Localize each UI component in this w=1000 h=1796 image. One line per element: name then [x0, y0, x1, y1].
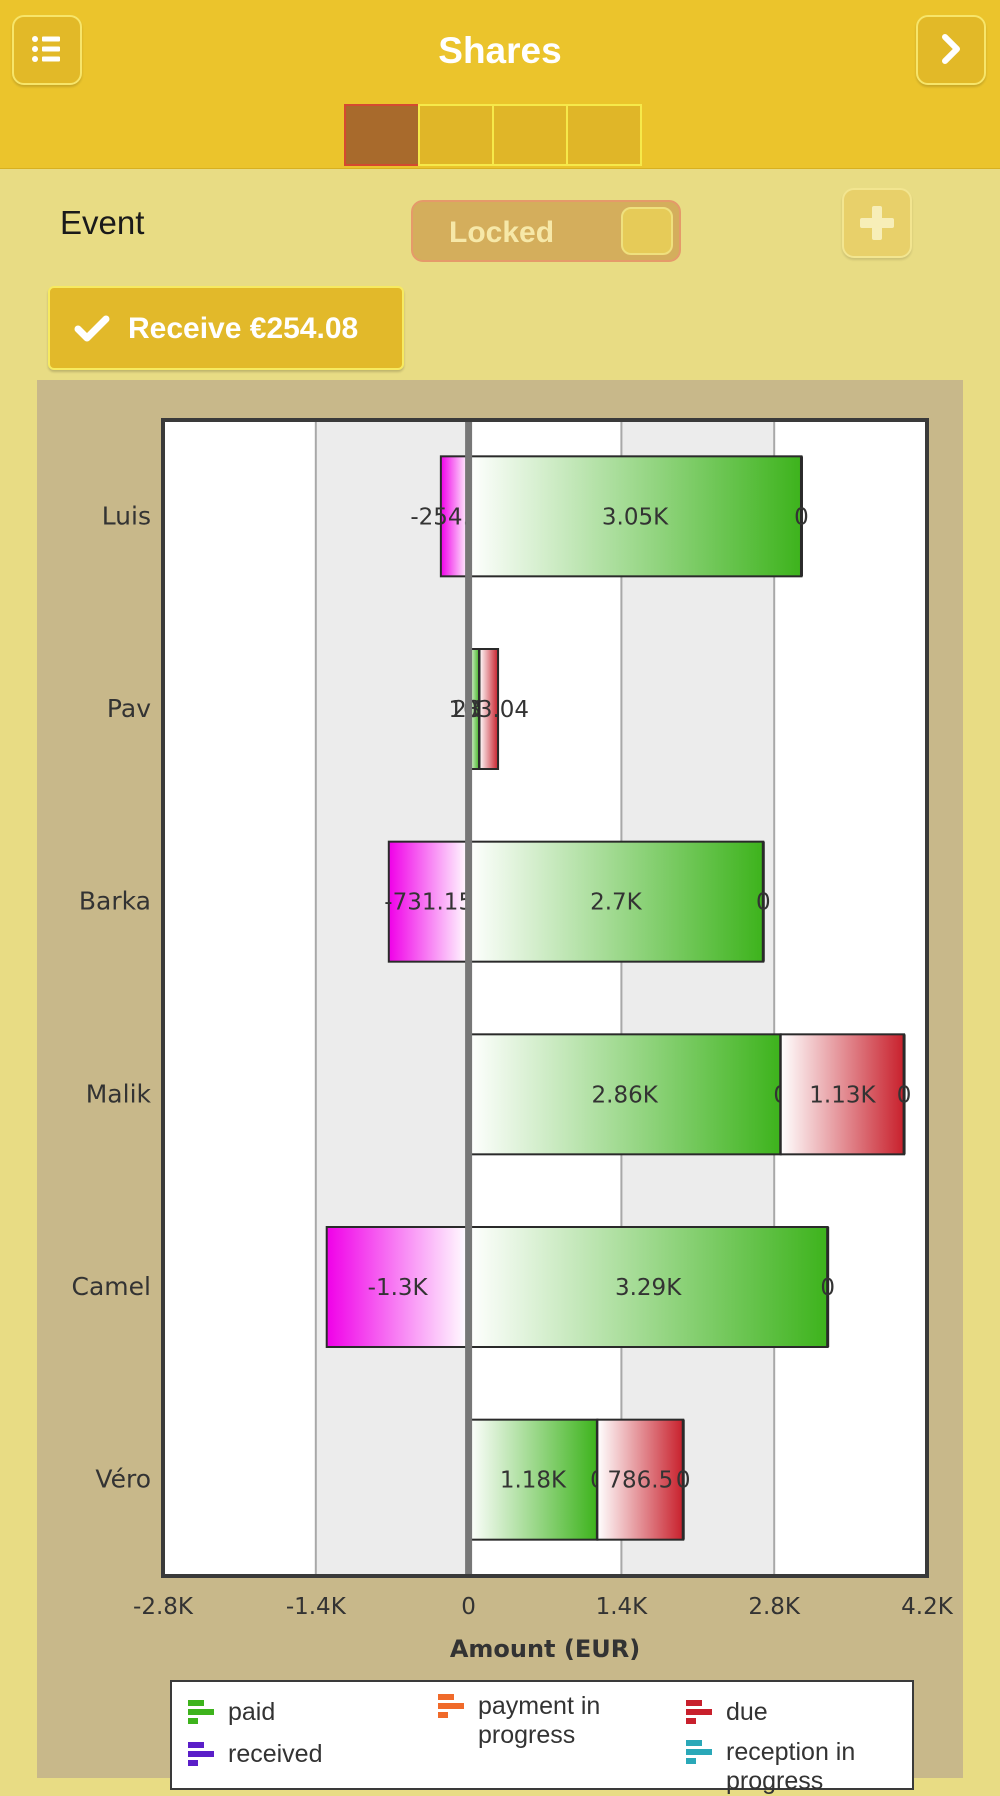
add-button[interactable]: [842, 188, 912, 258]
legend-label: due: [726, 1698, 768, 1726]
x-tick-label: 1.4K: [596, 1594, 649, 1620]
bar-due: [478, 648, 500, 770]
data-label: -731.15: [384, 890, 473, 916]
menu-button[interactable]: [12, 15, 82, 85]
bar-paid: [467, 1418, 599, 1541]
bar-balance: [439, 455, 470, 578]
x-tick-label: 4.2K: [901, 1594, 954, 1620]
data-label: 1.18K: [500, 1468, 567, 1494]
category-label: Véro: [95, 1465, 151, 1494]
page-indicator-segment-3[interactable]: [492, 104, 568, 166]
page-indicator-segment-1[interactable]: [344, 104, 420, 166]
bar-due: [779, 1033, 906, 1156]
data-label: 103.04: [449, 697, 529, 723]
data-label: 1.13K: [809, 1082, 876, 1108]
legend-label: paid: [228, 1698, 276, 1726]
category-label: Pav: [107, 694, 151, 723]
legend-label: received: [228, 1740, 323, 1768]
page-title: Shares: [438, 30, 562, 71]
chart-legend: paid received payment in progress due re…: [170, 1680, 914, 1795]
grid-band: [315, 420, 469, 1576]
x-axis-label: Amount (EUR): [450, 1635, 640, 1663]
page-indicator: [344, 104, 642, 166]
bar-paid: [467, 455, 803, 578]
app-header: Shares: [0, 0, 1000, 169]
bar-due: [596, 1418, 685, 1541]
data-label: 3.29K: [615, 1275, 682, 1301]
next-button[interactable]: [916, 15, 986, 85]
x-tick-label: -2.8K: [133, 1594, 194, 1620]
page-indicator-segment-4[interactable]: [566, 104, 642, 166]
legend-item-received: received: [188, 1740, 428, 1769]
data-label: 0: [897, 1082, 912, 1108]
plus-icon: [844, 206, 910, 260]
data-label: 0: [756, 890, 771, 916]
data-label: -1.3K: [368, 1275, 429, 1301]
page-indicator-segment-2[interactable]: [418, 104, 494, 166]
legend-label: reception in progress: [726, 1738, 856, 1795]
legend-item-reception-in-progress: reception in progress: [686, 1738, 896, 1796]
receive-button-label: Receive €254.08: [128, 312, 359, 345]
x-tick-label: 0: [461, 1594, 476, 1620]
category-label: Malik: [86, 1079, 152, 1108]
x-tick-label: -1.4K: [286, 1594, 347, 1620]
category-label: Barka: [79, 887, 151, 916]
data-label: 2.86K: [592, 1082, 659, 1108]
legend-label: payment in progress: [478, 1692, 601, 1749]
lock-toggle-knob[interactable]: [621, 207, 673, 255]
legend-item-payment-in-progress: payment in progress: [438, 1692, 648, 1750]
bar-paid: [467, 1033, 782, 1156]
data-label: 786.5: [607, 1468, 673, 1494]
shares-chart-panel: Luis-254.083.05K0Pav2360103.04Barka-731.…: [37, 380, 963, 1778]
data-label: 3.05K: [602, 504, 669, 530]
data-label: 0: [820, 1275, 835, 1301]
plot-area: [163, 420, 927, 1576]
legend-item-paid: paid: [188, 1698, 428, 1727]
data-label: 0: [794, 504, 809, 530]
bar-balance: [325, 1226, 470, 1348]
event-label: Event: [60, 204, 145, 241]
x-tick-label: 2.8K: [748, 1594, 801, 1620]
grid-band: [621, 420, 775, 1576]
receive-button[interactable]: Receive €254.08: [48, 286, 404, 370]
bar-paid: [467, 840, 765, 963]
bar-balance: [387, 840, 470, 963]
lock-toggle[interactable]: Locked: [411, 200, 681, 262]
category-label: Camel: [72, 1272, 151, 1301]
lock-toggle-label: Locked: [449, 216, 555, 249]
category-label: Luis: [102, 501, 151, 530]
data-label: 2.7K: [590, 890, 643, 916]
shares-chart: Luis-254.083.05K0Pav2360103.04Barka-731.…: [72, 418, 954, 1663]
plot-border: [161, 418, 929, 1578]
data-label: 0: [676, 1468, 691, 1494]
legend-item-due: due: [686, 1698, 926, 1727]
